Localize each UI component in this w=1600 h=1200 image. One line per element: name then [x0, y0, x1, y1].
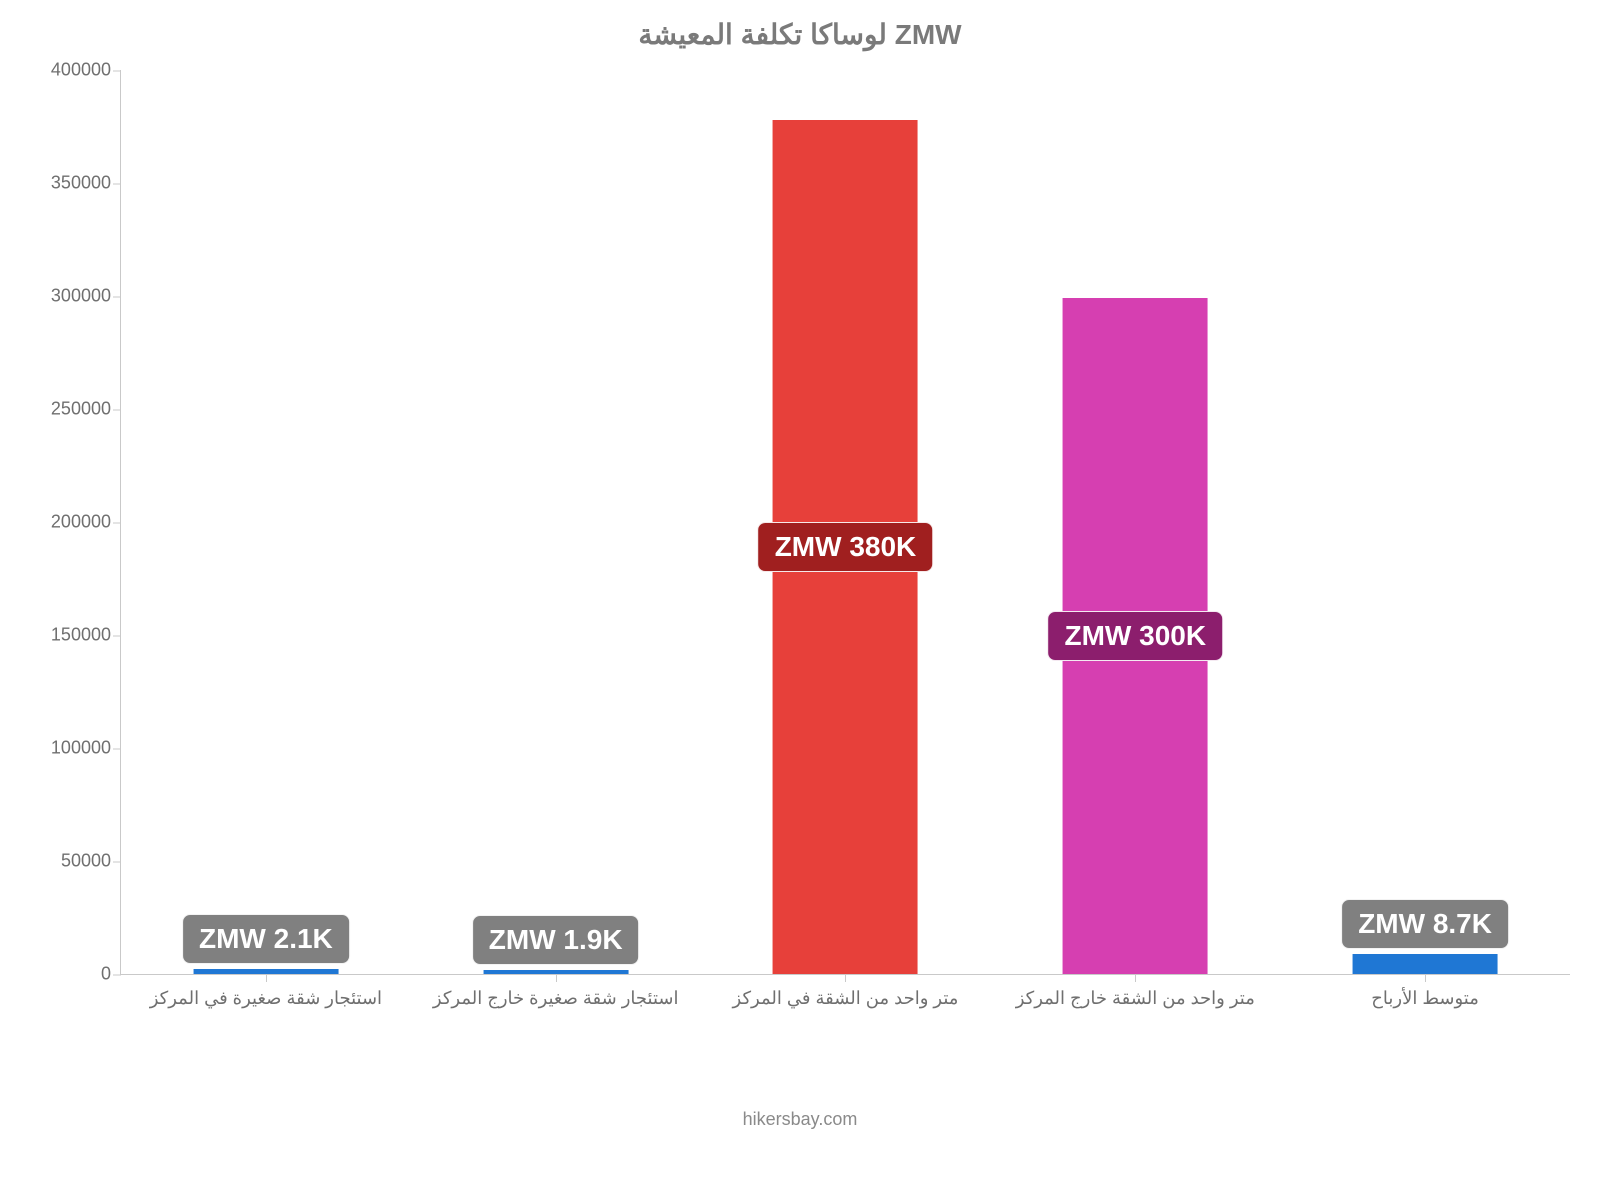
bar-slot: ZMW 300Kمتر واحد من الشقة خارج المركز	[990, 70, 1280, 974]
value-badge: ZMW 1.9K	[472, 915, 640, 965]
x-tick-label: متر واحد من الشقة خارج المركز	[1016, 988, 1255, 1009]
x-tick-label: متوسط الأرباح	[1371, 988, 1479, 1009]
bar-slot: ZMW 2.1Kاستئجار شقة صغيرة في المركز	[121, 70, 411, 974]
bar-slot: ZMW 1.9Kاستئجار شقة صغيرة خارج المركز	[411, 70, 701, 974]
cost-of-living-bar-chart: لوساكا تكلفة المعيشة ZMW 050000100000150…	[0, 0, 1600, 1200]
bar	[483, 970, 628, 974]
plot-area: 0500001000001500002000002500003000003500…	[120, 70, 1570, 975]
y-tick-label: 300000	[46, 286, 111, 307]
x-tick-label: استئجار شقة صغيرة خارج المركز	[433, 988, 679, 1009]
x-tick-label: متر واحد من الشقة في المركز	[733, 988, 959, 1009]
value-badge: ZMW 380K	[758, 522, 934, 572]
x-tick-label: استئجار شقة صغيرة في المركز	[150, 988, 382, 1009]
bar	[1353, 954, 1498, 974]
bar-slot: ZMW 380Kمتر واحد من الشقة في المركز	[701, 70, 991, 974]
bar-slot: ZMW 8.7Kمتوسط الأرباح	[1280, 70, 1570, 974]
y-tick-label: 150000	[46, 625, 111, 646]
y-tick-label: 250000	[46, 399, 111, 420]
value-badge: ZMW 300K	[1047, 611, 1223, 661]
bar	[193, 969, 338, 974]
y-tick-label: 350000	[46, 173, 111, 194]
y-tick-label: 50000	[46, 851, 111, 872]
value-badge: ZMW 2.1K	[182, 914, 350, 964]
source-attribution: hikersbay.com	[0, 1109, 1600, 1130]
value-badge: ZMW 8.7K	[1341, 899, 1509, 949]
y-tick-label: 100000	[46, 738, 111, 759]
y-tick-label: 400000	[46, 60, 111, 81]
y-tick-label: 0	[46, 964, 111, 985]
y-tick-label: 200000	[46, 512, 111, 533]
chart-title: لوساكا تكلفة المعيشة ZMW	[0, 18, 1600, 51]
